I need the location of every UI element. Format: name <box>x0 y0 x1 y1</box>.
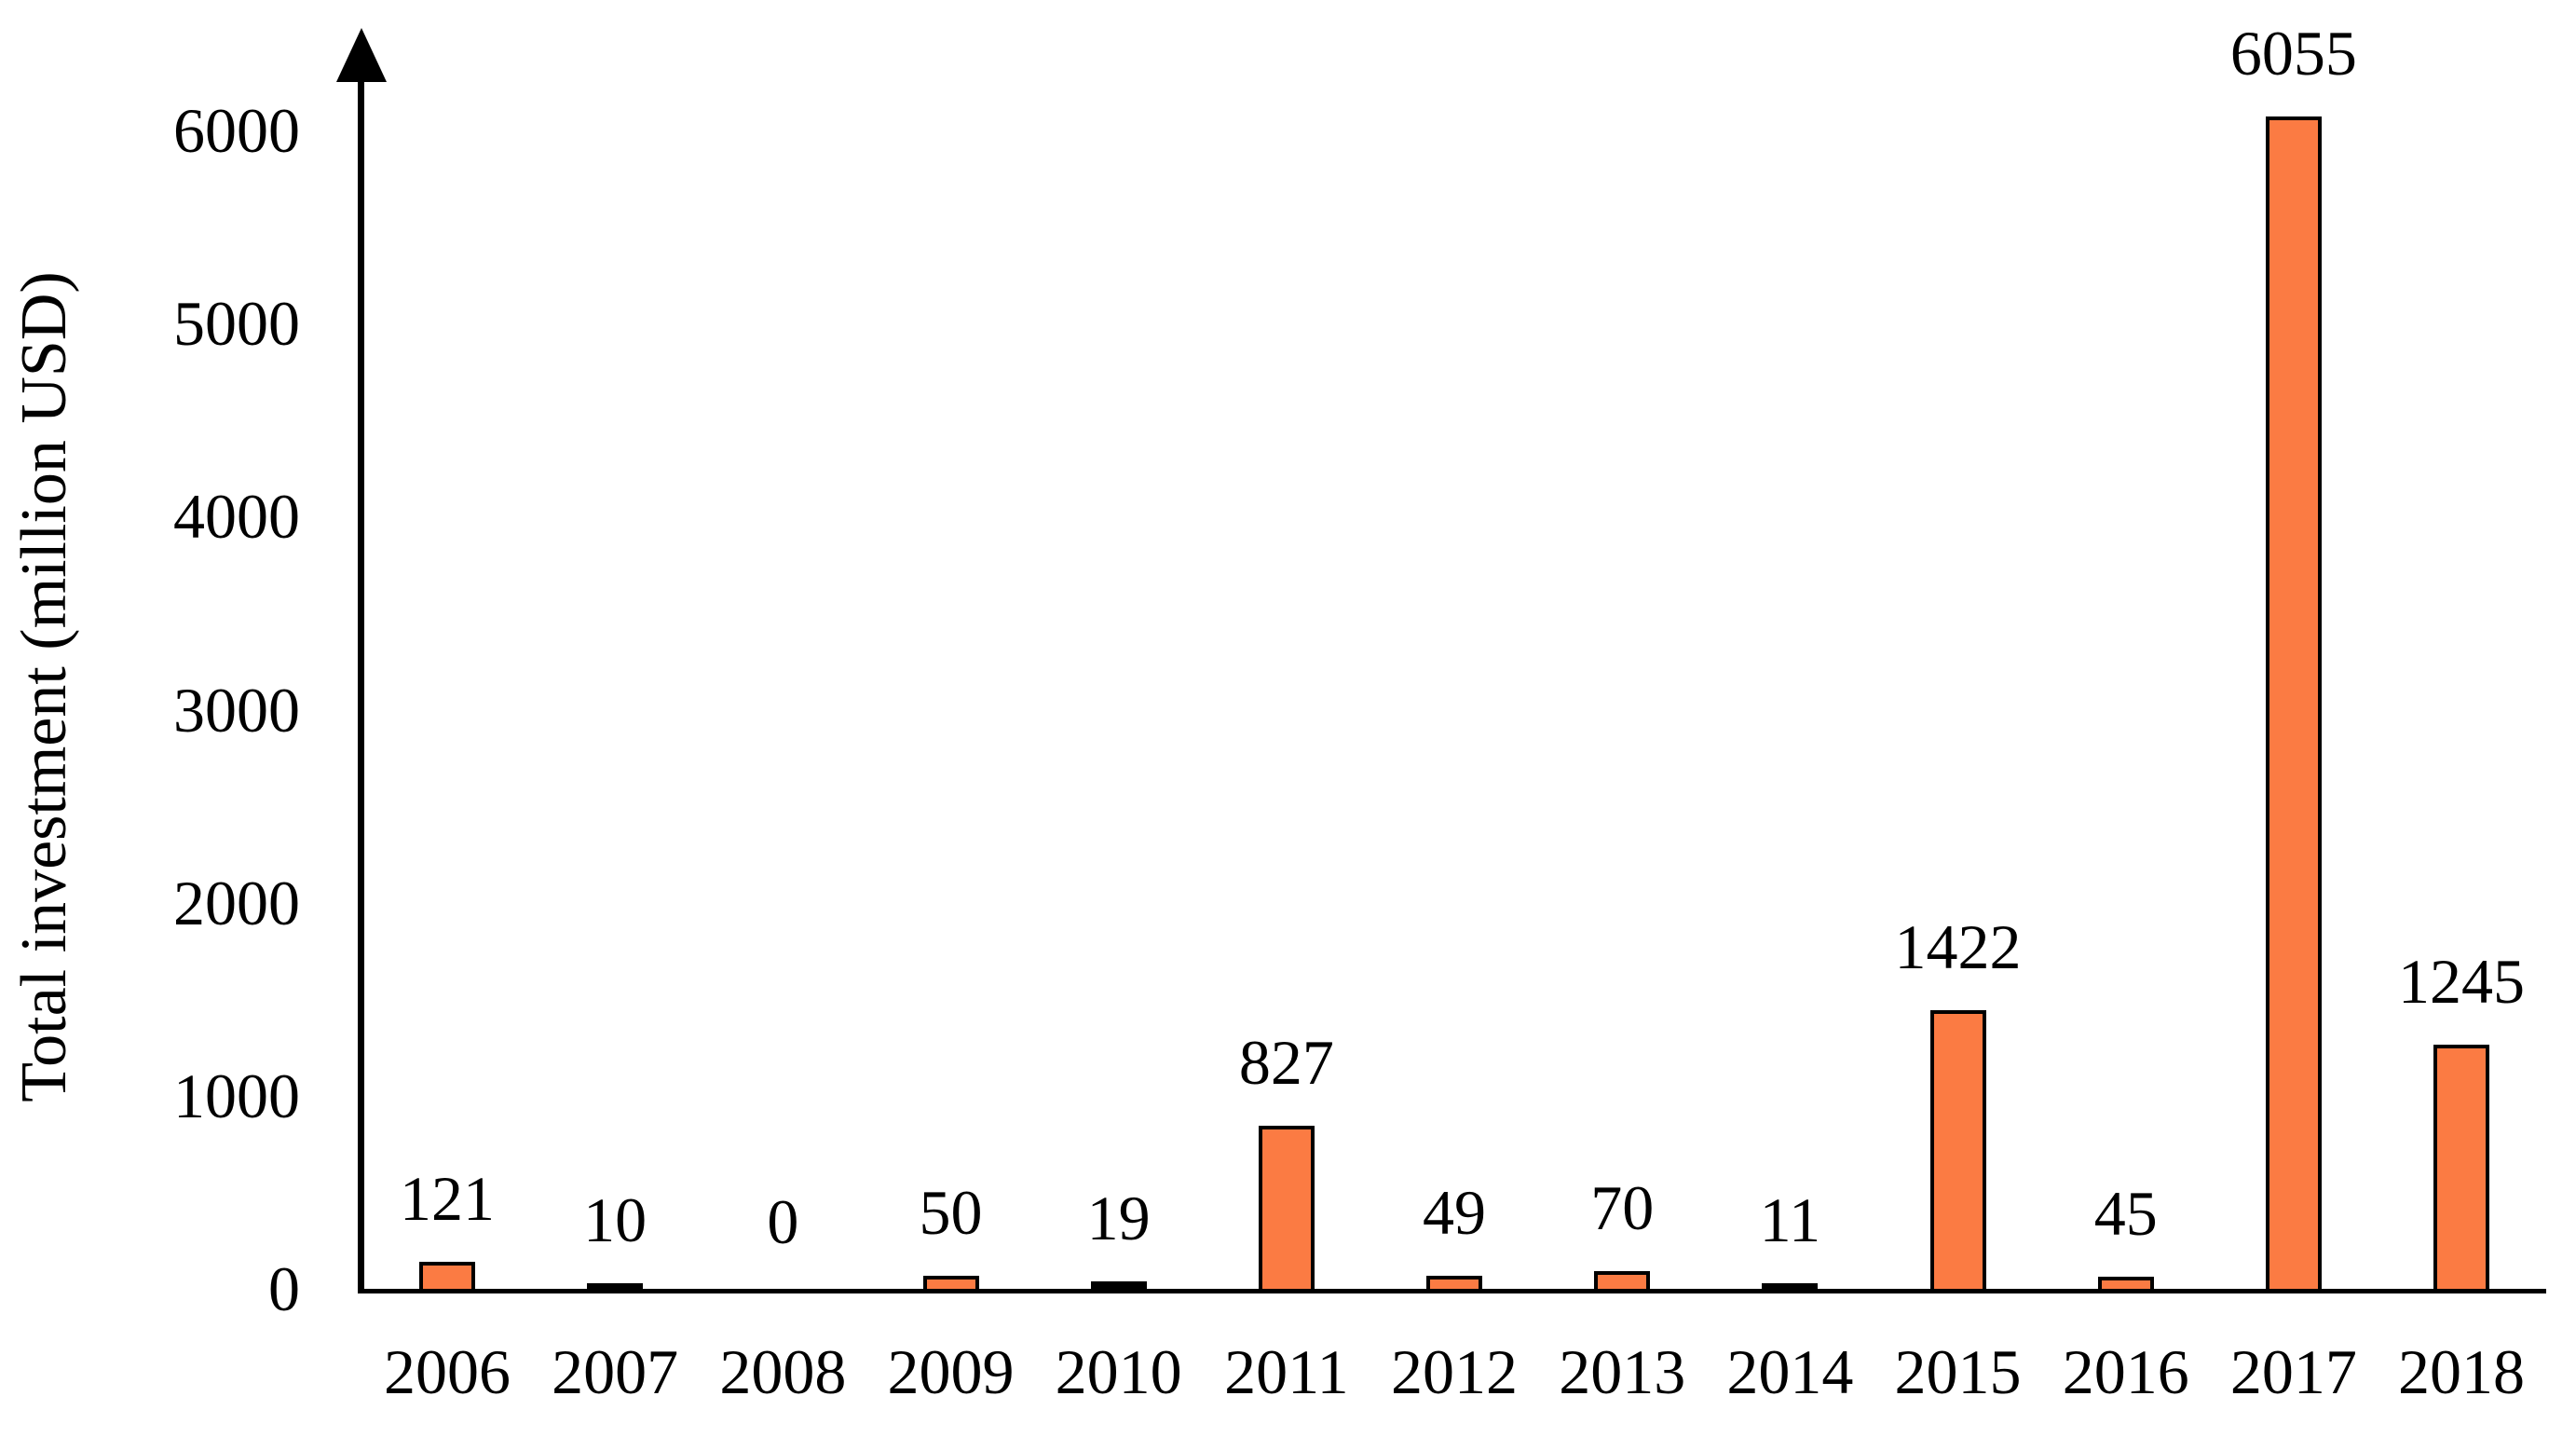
bar-2013 <box>1594 1271 1651 1289</box>
bar-value-label: 121 <box>400 1163 495 1234</box>
bar-2018 <box>2433 1045 2490 1289</box>
bar-value-label: 50 <box>919 1177 983 1248</box>
bar-value-label: 1422 <box>1894 911 2022 982</box>
bar-2016 <box>2097 1277 2154 1289</box>
y-tick-label: 6000 <box>173 95 300 166</box>
y-tick-label: 5000 <box>173 288 300 360</box>
x-tick-label-2012: 2012 <box>1391 1336 1519 1407</box>
x-tick-label-2018: 2018 <box>2398 1336 2526 1407</box>
bar-value-label: 10 <box>583 1184 647 1255</box>
y-tick-label: 2000 <box>173 867 300 938</box>
y-axis-arrowhead-icon <box>336 28 387 82</box>
x-tick-label-2015: 2015 <box>1894 1336 2022 1407</box>
bar-2011 <box>1258 1126 1315 1289</box>
x-tick-label-2010: 2010 <box>1055 1336 1182 1407</box>
x-tick-label-2017: 2017 <box>2229 1336 2357 1407</box>
bar-2015 <box>1929 1010 1986 1289</box>
bar-2010 <box>1090 1281 1147 1289</box>
x-tick-label-2007: 2007 <box>552 1336 679 1407</box>
bar-2014 <box>1762 1283 1819 1289</box>
x-tick-label-2008: 2008 <box>719 1336 847 1407</box>
bar-2009 <box>922 1276 979 1289</box>
x-tick-label-2014: 2014 <box>1726 1336 1854 1407</box>
bar-2017 <box>2265 116 2322 1289</box>
y-tick-label: 4000 <box>173 481 300 553</box>
bar-value-label: 6055 <box>2229 18 2357 89</box>
bar-2006 <box>419 1262 475 1289</box>
bar-value-label: 45 <box>2093 1178 2158 1249</box>
bar-value-label: 49 <box>1423 1177 1487 1248</box>
y-tick-label: 0 <box>268 1253 300 1324</box>
x-tick-label-2016: 2016 <box>2062 1336 2189 1407</box>
bar-value-label: 827 <box>1238 1027 1334 1098</box>
bar-value-label: 11 <box>1759 1184 1821 1255</box>
bar-value-label: 0 <box>767 1186 799 1257</box>
x-tick-label-2006: 2006 <box>384 1336 511 1407</box>
bar-value-label: 19 <box>1086 1183 1151 1253</box>
bar-value-label: 1245 <box>2398 946 2526 1017</box>
y-tick-label: 1000 <box>173 1060 300 1131</box>
bar-2007 <box>587 1283 644 1289</box>
x-tick-label-2009: 2009 <box>887 1336 1015 1407</box>
y-axis-line <box>358 75 364 1293</box>
y-tick-label: 3000 <box>173 674 300 746</box>
bar-2012 <box>1426 1276 1483 1289</box>
x-tick-label-2013: 2013 <box>1559 1336 1686 1407</box>
x-axis-line <box>358 1289 2546 1293</box>
bar-value-label: 70 <box>1590 1172 1655 1243</box>
x-tick-label-2011: 2011 <box>1224 1336 1349 1407</box>
